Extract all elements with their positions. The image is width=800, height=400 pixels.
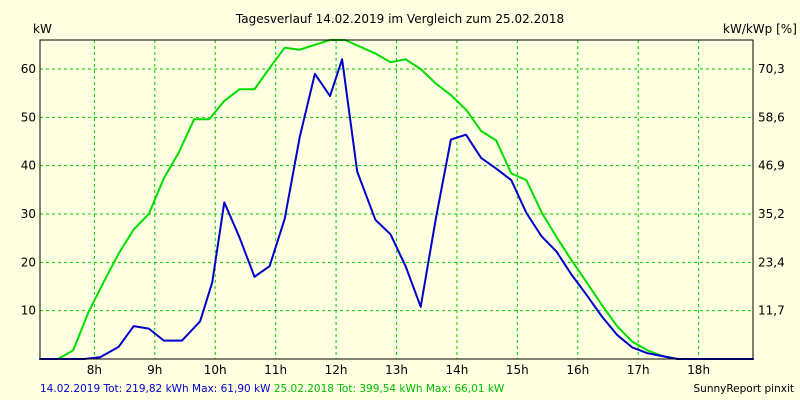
x-tick-label: 9h	[147, 363, 162, 377]
y-tick-label-right: 23,4	[758, 255, 785, 269]
grid	[40, 40, 753, 359]
y-tick-label-left: 60	[21, 62, 36, 76]
y-tick-label-right: 35,2	[758, 207, 785, 221]
x-tick-label: 18h	[687, 363, 710, 377]
series-line-2	[39, 39, 754, 360]
chart-title: Tagesverlauf 14.02.2019 im Vergleich zum…	[235, 12, 564, 26]
x-tick-label: 8h	[87, 363, 102, 377]
x-tick-label: 12h	[325, 363, 348, 377]
tick-labels: 8h 9h 10h 11h 12h 13h 14h 15h 16h 17h 18h 10 11,7 20 2…	[21, 62, 785, 377]
x-tick-label: 10h	[204, 363, 227, 377]
x-tick-label: 14h	[445, 363, 468, 377]
y-tick-label-left: 20	[21, 255, 36, 269]
footer-right: SunnyReport pinxit	[694, 383, 794, 395]
plot-frame	[39, 39, 754, 360]
y-tick-label-left: 40	[21, 159, 36, 173]
footer-left: 14.02.2019 Tot: 219,82 kWh Max: 61,90 kW…	[40, 383, 505, 395]
footer-series-2: 25.02.2018 Tot: 399,54 kWh Max: 66,01 kW	[274, 383, 505, 395]
x-tick-label: 17h	[627, 363, 650, 377]
y-tick-label-right: 58,6	[758, 110, 785, 124]
y-axis-label-right: kW/kWp [%]	[723, 22, 797, 36]
y-axis-label-left: kW	[33, 22, 52, 36]
x-tick-label: 11h	[264, 363, 287, 377]
y-tick-label-left: 30	[21, 207, 36, 221]
y-tick-label-right: 70,3	[758, 62, 785, 76]
y-tick-label-right: 11,7	[758, 304, 785, 318]
y-tick-label-right: 46,9	[758, 159, 785, 173]
x-tick-label: 15h	[506, 363, 529, 377]
y-tick-label-left: 50	[21, 110, 36, 124]
x-tick-label: 13h	[385, 363, 408, 377]
series-lines	[39, 39, 754, 360]
footer-series-1: 14.02.2019 Tot: 219,82 kWh Max: 61,90 kW	[40, 383, 271, 395]
y-tick-label-left: 10	[21, 304, 36, 318]
x-tick-label: 16h	[566, 363, 589, 377]
series-line-1	[39, 58, 754, 360]
